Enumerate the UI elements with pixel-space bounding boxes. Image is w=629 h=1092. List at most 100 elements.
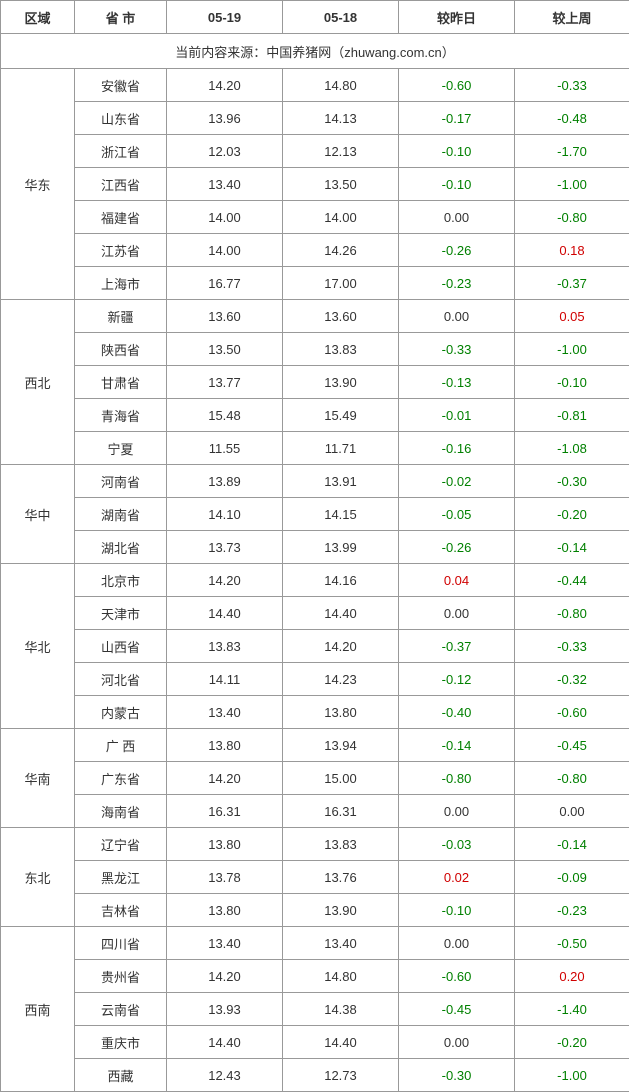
table-row: 湖北省13.7313.99-0.26-0.14 — [1, 531, 629, 564]
col-province: 省 市 — [75, 1, 167, 34]
table-row: 吉林省13.8013.90-0.10-0.23 — [1, 894, 629, 927]
delta-week: -0.20 — [515, 1026, 629, 1059]
table-row: 华南广 西13.8013.94-0.14-0.45 — [1, 729, 629, 762]
price-table: 区域 省 市 05-19 05-18 较昨日 较上周 当前内容来源：中国养猪网（… — [0, 0, 629, 1092]
table-row: 华东安徽省14.2014.80-0.60-0.33 — [1, 69, 629, 102]
value-d1: 13.83 — [167, 630, 283, 663]
province-cell: 内蒙古 — [75, 696, 167, 729]
value-d2: 14.13 — [283, 102, 399, 135]
province-cell: 重庆市 — [75, 1026, 167, 1059]
value-d1: 13.60 — [167, 300, 283, 333]
value-d2: 13.90 — [283, 894, 399, 927]
delta-day: -0.16 — [399, 432, 515, 465]
source-text: 当前内容来源：中国养猪网（zhuwang.com.cn） — [1, 34, 629, 69]
province-cell: 河南省 — [75, 465, 167, 498]
delta-week: 0.05 — [515, 300, 629, 333]
value-d1: 13.93 — [167, 993, 283, 1026]
table-row: 浙江省12.0312.13-0.10-1.70 — [1, 135, 629, 168]
value-d1: 14.40 — [167, 597, 283, 630]
region-cell: 西北 — [1, 300, 75, 465]
delta-day: -0.10 — [399, 168, 515, 201]
value-d1: 16.31 — [167, 795, 283, 828]
table-row: 贵州省14.2014.80-0.600.20 — [1, 960, 629, 993]
value-d1: 12.03 — [167, 135, 283, 168]
value-d1: 13.40 — [167, 696, 283, 729]
col-date1: 05-19 — [167, 1, 283, 34]
table-row: 西藏12.4312.73-0.30-1.00 — [1, 1059, 629, 1092]
value-d1: 15.48 — [167, 399, 283, 432]
value-d2: 13.60 — [283, 300, 399, 333]
value-d1: 12.43 — [167, 1059, 283, 1092]
delta-week: -0.10 — [515, 366, 629, 399]
delta-week: -0.81 — [515, 399, 629, 432]
delta-week: -0.23 — [515, 894, 629, 927]
province-cell: 湖北省 — [75, 531, 167, 564]
col-date2: 05-18 — [283, 1, 399, 34]
value-d1: 14.20 — [167, 69, 283, 102]
value-d2: 16.31 — [283, 795, 399, 828]
value-d1: 14.00 — [167, 201, 283, 234]
province-cell: 贵州省 — [75, 960, 167, 993]
delta-day: -0.03 — [399, 828, 515, 861]
delta-day: -0.14 — [399, 729, 515, 762]
region-cell: 华南 — [1, 729, 75, 828]
delta-day: -0.60 — [399, 69, 515, 102]
delta-day: 0.02 — [399, 861, 515, 894]
col-region: 区域 — [1, 1, 75, 34]
delta-day: -0.02 — [399, 465, 515, 498]
value-d2: 13.40 — [283, 927, 399, 960]
value-d2: 14.40 — [283, 1026, 399, 1059]
table-row: 广东省14.2015.00-0.80-0.80 — [1, 762, 629, 795]
value-d2: 13.99 — [283, 531, 399, 564]
delta-week: -1.08 — [515, 432, 629, 465]
source-row: 当前内容来源：中国养猪网（zhuwang.com.cn） — [1, 34, 629, 69]
value-d1: 14.40 — [167, 1026, 283, 1059]
region-cell: 华北 — [1, 564, 75, 729]
province-cell: 吉林省 — [75, 894, 167, 927]
delta-day: -0.30 — [399, 1059, 515, 1092]
col-vs-week: 较上周 — [515, 1, 629, 34]
value-d2: 14.23 — [283, 663, 399, 696]
value-d1: 13.80 — [167, 729, 283, 762]
province-cell: 山东省 — [75, 102, 167, 135]
value-d1: 13.40 — [167, 168, 283, 201]
value-d2: 13.83 — [283, 828, 399, 861]
delta-day: -0.12 — [399, 663, 515, 696]
table-row: 山东省13.9614.13-0.17-0.48 — [1, 102, 629, 135]
delta-day: 0.04 — [399, 564, 515, 597]
province-cell: 辽宁省 — [75, 828, 167, 861]
value-d2: 14.80 — [283, 69, 399, 102]
delta-day: -0.23 — [399, 267, 515, 300]
province-cell: 江西省 — [75, 168, 167, 201]
table-row: 河北省14.1114.23-0.12-0.32 — [1, 663, 629, 696]
region-cell: 华东 — [1, 69, 75, 300]
table-row: 内蒙古13.4013.80-0.40-0.60 — [1, 696, 629, 729]
value-d2: 11.71 — [283, 432, 399, 465]
value-d1: 14.00 — [167, 234, 283, 267]
delta-week: -0.20 — [515, 498, 629, 531]
table-row: 江西省13.4013.50-0.10-1.00 — [1, 168, 629, 201]
province-cell: 青海省 — [75, 399, 167, 432]
delta-day: -0.80 — [399, 762, 515, 795]
table-row: 上海市16.7717.00-0.23-0.37 — [1, 267, 629, 300]
table-row: 海南省16.3116.310.000.00 — [1, 795, 629, 828]
value-d1: 13.96 — [167, 102, 283, 135]
delta-week: 0.18 — [515, 234, 629, 267]
delta-day: 0.00 — [399, 201, 515, 234]
province-cell: 广 西 — [75, 729, 167, 762]
delta-day: -0.33 — [399, 333, 515, 366]
table-row: 华北北京市14.2014.160.04-0.44 — [1, 564, 629, 597]
delta-week: -0.44 — [515, 564, 629, 597]
table-row: 华中河南省13.8913.91-0.02-0.30 — [1, 465, 629, 498]
delta-day: -0.10 — [399, 894, 515, 927]
province-cell: 甘肃省 — [75, 366, 167, 399]
delta-day: -0.01 — [399, 399, 515, 432]
delta-week: -0.33 — [515, 630, 629, 663]
province-cell: 江苏省 — [75, 234, 167, 267]
delta-day: 0.00 — [399, 300, 515, 333]
province-cell: 新疆 — [75, 300, 167, 333]
table-row: 西南四川省13.4013.400.00-0.50 — [1, 927, 629, 960]
delta-week: 0.00 — [515, 795, 629, 828]
province-cell: 四川省 — [75, 927, 167, 960]
value-d1: 13.80 — [167, 828, 283, 861]
